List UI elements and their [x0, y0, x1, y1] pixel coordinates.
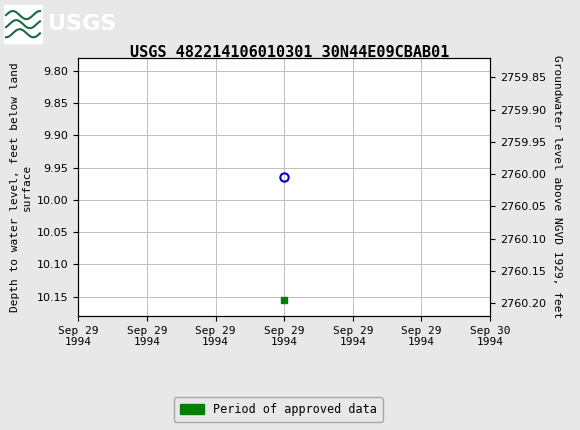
Text: USGS 482214106010301 30N44E09CBAB01: USGS 482214106010301 30N44E09CBAB01 [130, 45, 450, 60]
Text: USGS: USGS [48, 14, 116, 34]
Legend: Period of approved data: Period of approved data [174, 397, 383, 422]
Y-axis label: Groundwater level above NGVD 1929, feet: Groundwater level above NGVD 1929, feet [552, 55, 561, 319]
Y-axis label: Depth to water level, feet below land
surface: Depth to water level, feet below land su… [10, 62, 31, 312]
FancyBboxPatch shape [4, 5, 42, 43]
